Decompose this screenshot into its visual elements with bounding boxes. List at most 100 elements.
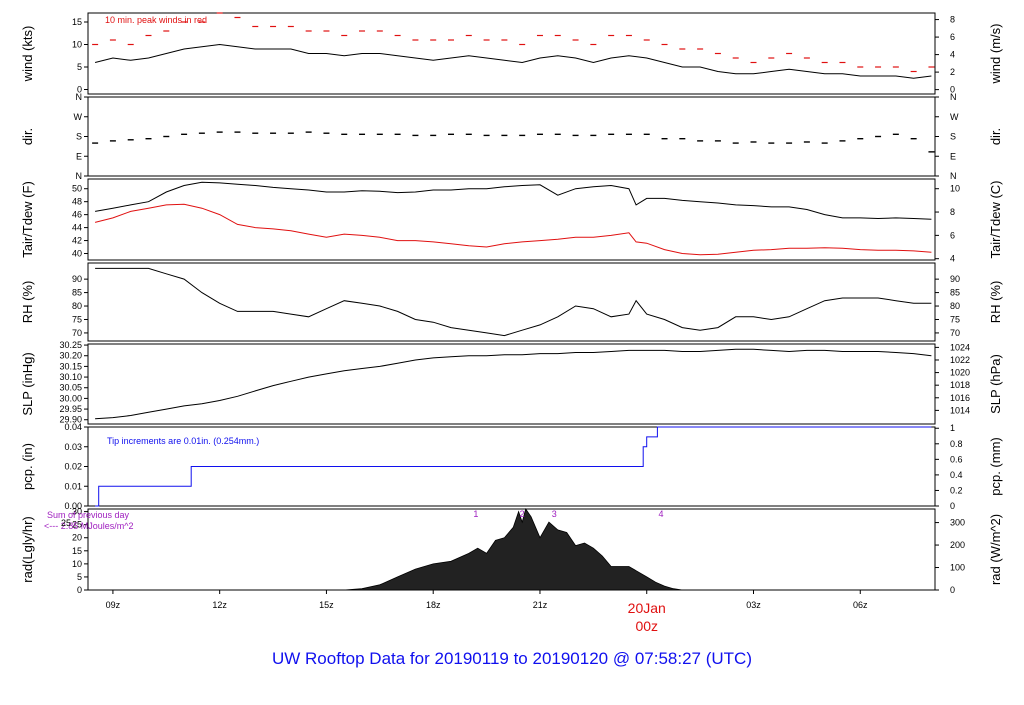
temp-panel-frame: [87, 178, 936, 261]
page-title: UW Rooftop Data for 20190119 to 20190120…: [271, 649, 752, 668]
temp-ylabel-right: Tair/Tdew (C): [988, 180, 1003, 258]
pcp-right-ytick-label: 0: [950, 501, 955, 511]
x-tick-label: 06z: [853, 600, 868, 610]
x-tick-label: 03z: [746, 600, 761, 610]
rh-right-ytick-label: 85: [950, 288, 960, 298]
pcp-right-ytick-label: 0.2: [950, 485, 963, 495]
rad-ytick-label: 20: [72, 533, 82, 543]
temp-ytick-label: 44: [72, 223, 82, 233]
rh-ytick-label: 80: [72, 301, 82, 311]
wind-right-ytick-label: 2: [950, 67, 955, 77]
rh-ytick-label: 85: [72, 288, 82, 298]
rad-ytick-label: 25: [72, 520, 82, 530]
dir-panel-frame: [87, 96, 936, 177]
wind-ytick-label: 10: [72, 40, 82, 50]
rh-series-primary: [95, 267, 932, 337]
temp-right-ytick-label: 4: [950, 254, 955, 264]
rh-ytick-label: 70: [72, 328, 82, 338]
slp-right-ytick-label: 1018: [950, 380, 970, 390]
slp-ytick-label: 30.25: [59, 340, 82, 350]
slp-ylabel-right: SLP (hPa): [988, 354, 1003, 414]
wind-ytick-label: 0: [77, 85, 82, 95]
pcp-right-ytick-label: 0.8: [950, 439, 963, 449]
x-tick-label: 20Jan: [628, 600, 666, 616]
rh-right-ytick-label: 90: [950, 274, 960, 284]
rad-ytick-label: 10: [72, 559, 82, 569]
pcp-ytick-label: 0.01: [64, 481, 82, 491]
x-tick-label: 15z: [319, 600, 334, 610]
temp-right-ytick-label: 8: [950, 207, 955, 217]
rad-ylabel-right: rad (W/m^2): [988, 514, 1003, 585]
pcp-annotation: Tip increments are 0.01in. (0.254mm.): [107, 436, 259, 446]
dir-ytick-label: N: [76, 171, 83, 181]
rad-annotation-sum: Sum of previous day: [47, 510, 130, 520]
pcp-ytick-label: 0.02: [64, 462, 82, 472]
temp-ylabel: Tair/Tdew (F): [20, 181, 35, 258]
slp-right-ytick-label: 1022: [950, 355, 970, 365]
rh-right-ytick-label: 75: [950, 314, 960, 324]
temp-right-ytick-label: 10: [950, 184, 960, 194]
rad-series-primary: [344, 508, 683, 591]
rh-right-ytick-label: 80: [950, 301, 960, 311]
temp-ytick-label: 48: [72, 197, 82, 207]
slp-right-ytick-label: 1020: [950, 368, 970, 378]
dir-series-primary: [92, 131, 935, 153]
dir-ytick-label: N: [76, 92, 83, 102]
pcp-ytick-label: 0.03: [64, 442, 82, 452]
slp-ylabel: SLP (inHg): [20, 352, 35, 415]
slp-ytick-label: 30.20: [59, 351, 82, 361]
dir-right-ytick-label: N: [950, 92, 957, 102]
temp-ytick-label: 42: [72, 236, 82, 246]
rad-ytick-label: 5: [77, 572, 82, 582]
rh-ylabel: RH (%): [20, 281, 35, 324]
rad-annotation-value: <--- 2.85 MJoules/m^2: [44, 521, 134, 531]
rad-ytick-label: 30: [72, 507, 82, 517]
rad-marker-label: 2: [520, 509, 525, 519]
rad-annotation-overlap: 25: [61, 518, 71, 528]
pcp-ytick-label: 0.04: [64, 422, 82, 432]
wind-series-primary: [94, 43, 932, 79]
slp-right-ytick-label: 1024: [950, 342, 970, 352]
rad-right-ytick-label: 0: [950, 585, 955, 595]
wind-right-ytick-label: 6: [950, 32, 955, 42]
wind-right-ytick-label: 4: [950, 50, 955, 60]
rad-right-ytick-label: 300: [950, 518, 965, 528]
dir-ytick-label: W: [74, 112, 83, 122]
pcp-right-ytick-label: 1: [950, 423, 955, 433]
rh-panel-frame: [87, 262, 936, 342]
x-tick-label-time: 00z: [635, 618, 658, 634]
pcp-right-ytick-label: 0.4: [950, 470, 963, 480]
x-tick-label: 21z: [533, 600, 548, 610]
dir-ylabel-right: dir.: [988, 128, 1003, 145]
pcp-ylabel-right: pcp. (mm): [988, 437, 1003, 496]
rh-right-ytick-label: 70: [950, 328, 960, 338]
rh-ytick-label: 90: [72, 274, 82, 284]
wind-series-secondary: [92, 12, 935, 73]
dir-right-ytick-label: E: [950, 151, 956, 161]
wind-ytick-label: 15: [72, 17, 82, 27]
temp-series-primary: [95, 181, 932, 220]
wind-ytick-label: 5: [77, 62, 82, 72]
rh-ytick-label: 75: [72, 314, 82, 324]
wind-ylabel-right: wind (m/s): [988, 24, 1003, 85]
temp-ytick-label: 40: [72, 249, 82, 259]
slp-ytick-label: 29.90: [59, 415, 82, 425]
rad-ytick-label: 0: [77, 585, 82, 595]
slp-ytick-label: 30.00: [59, 393, 82, 403]
pcp-series-primary: [95, 426, 932, 507]
wind-right-ytick-label: 8: [950, 15, 955, 25]
temp-right-ytick-label: 6: [950, 230, 955, 240]
dir-right-ytick-label: N: [950, 171, 957, 181]
pcp-right-ytick-label: 0.6: [950, 454, 963, 464]
dir-right-ytick-label: S: [950, 132, 956, 142]
wind-panel-frame: [87, 12, 936, 95]
rad-ylabel: rad(Lgly/hr): [20, 516, 35, 582]
wind-ylabel: wind (kts): [20, 26, 35, 83]
dir-ytick-label: E: [76, 151, 82, 161]
x-tick-label: 18z: [426, 600, 441, 610]
slp-ytick-label: 29.95: [59, 404, 82, 414]
rh-ylabel-right: RH (%): [988, 281, 1003, 324]
slp-series-primary: [95, 348, 932, 420]
slp-ytick-label: 30.10: [59, 372, 82, 382]
